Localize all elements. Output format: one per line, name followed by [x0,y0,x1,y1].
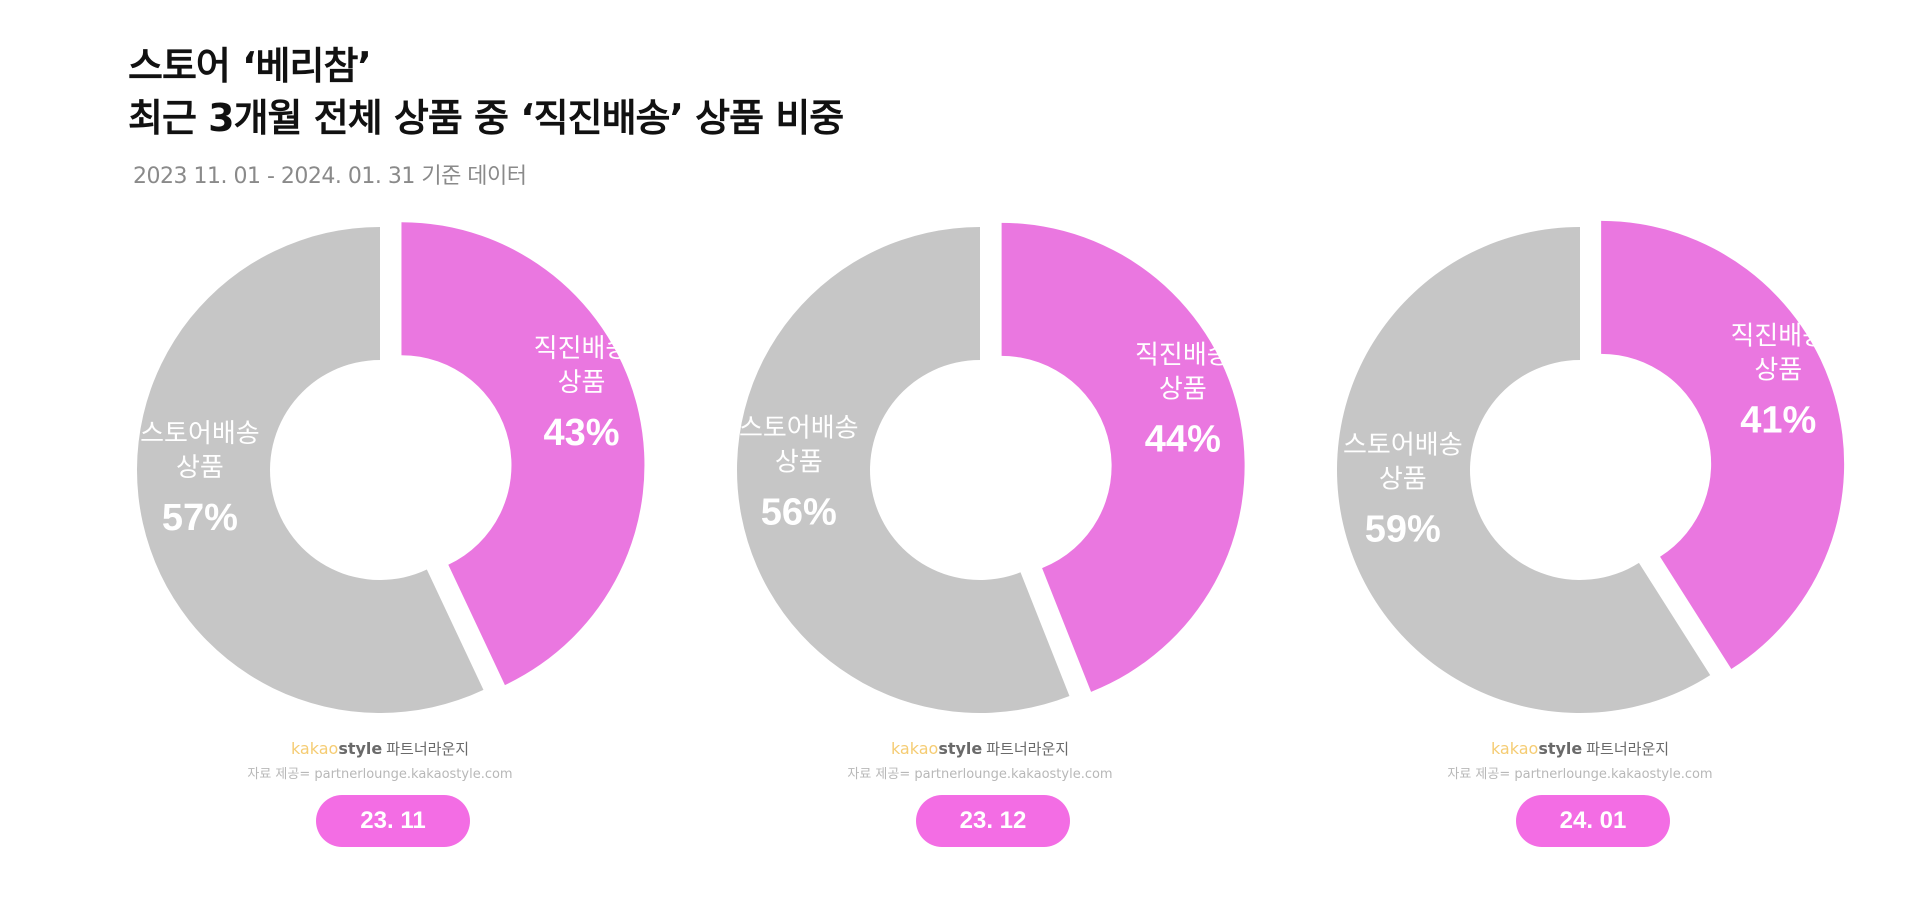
direct-delivery-wedge [401,222,645,686]
logo-style: style [338,739,383,758]
slice-label-line1: 직진배송 [1135,340,1231,370]
source-credit: 자료 제공= partnerlounge.kakaostyle.com [247,767,513,782]
logo-kakao: kakao [1490,739,1539,758]
slice-value-label: 41% [1740,399,1816,441]
period-badge: 24. 01 [1516,795,1670,847]
period-badge: 23. 12 [916,795,1070,847]
kakaostyle-logo: kakaostyle 파트너라운지 [100,738,660,761]
direct-delivery-wedge [1001,222,1245,692]
title-line-2: 최근 3개월 전체 상품 중 ‘직진배송’ 상품 비중 [128,96,844,140]
logo-partner-lounge: 파트너라운지 [1586,740,1670,758]
slice-value-label: 43% [543,412,619,454]
source-credit: 자료 제공= partnerlounge.kakaostyle.com [1447,767,1713,782]
store-delivery-wedge [136,226,484,713]
kakaostyle-logo: kakaostyle 파트너라운지 [1300,738,1860,761]
direct-delivery-wedge [1601,220,1845,670]
donut-panel-2: 직진배송 상품 41% 스토어배송 상품 59% kakaostyle 파트너라운지 자료 제공… [1300,210,1860,870]
slice-value-label: 57% [162,497,238,539]
slice-label-line2: 상품 [558,368,606,398]
title-line-1: 스토어 ‘베리참’ [128,44,372,88]
slice-label-line2: 상품 [176,453,224,483]
source-credit: 자료 제공= partnerlounge.kakaostyle.com [847,767,1113,782]
logo-partner-lounge: 파트너라운지 [986,740,1070,758]
period-badge: 23. 11 [316,795,470,847]
slice-label-line1: 스토어배송 [140,419,260,449]
logo-style: style [1538,739,1583,758]
slice-label-line1: 직진배송 [1730,321,1826,351]
logo-style: style [938,739,983,758]
slice-label-line2: 상품 [775,448,823,478]
slice-label-line1: 직진배송 [534,334,630,364]
slice-value-label: 59% [1365,508,1441,550]
slice-label-line2: 상품 [1159,374,1207,404]
slice-value-label: 44% [1145,418,1221,460]
donut-panel-0: 직진배송 상품 43% 스토어배송 상품 57% kakaostyle 파트너라운지 자료 제공… [100,210,660,870]
slice-label-line1: 스토어배송 [1343,430,1463,460]
slice-label-line2: 상품 [1379,464,1427,494]
store-delivery-wedge [1337,227,1711,713]
slice-label-line2: 상품 [1754,355,1802,385]
date-range-subtitle: 2023 11. 01 - 2024. 01. 31 기준 데이터 [133,164,527,189]
logo-kakao: kakao [890,739,939,758]
logo-kakao: kakao [290,739,339,758]
chart-title: 스토어 ‘베리참’ 최근 3개월 전체 상품 중 ‘직진배송’ 상품 비중 [128,40,844,144]
kakaostyle-logo: kakaostyle 파트너라운지 [700,738,1260,761]
donut-panel-1: 직진배송 상품 44% 스토어배송 상품 56% kakaostyle 파트너라운지 자료 제공… [700,210,1260,870]
store-delivery-wedge [737,227,1070,713]
slice-label-line1: 스토어배송 [739,414,859,444]
logo-partner-lounge: 파트너라운지 [386,740,470,758]
slice-value-label: 56% [761,492,837,534]
